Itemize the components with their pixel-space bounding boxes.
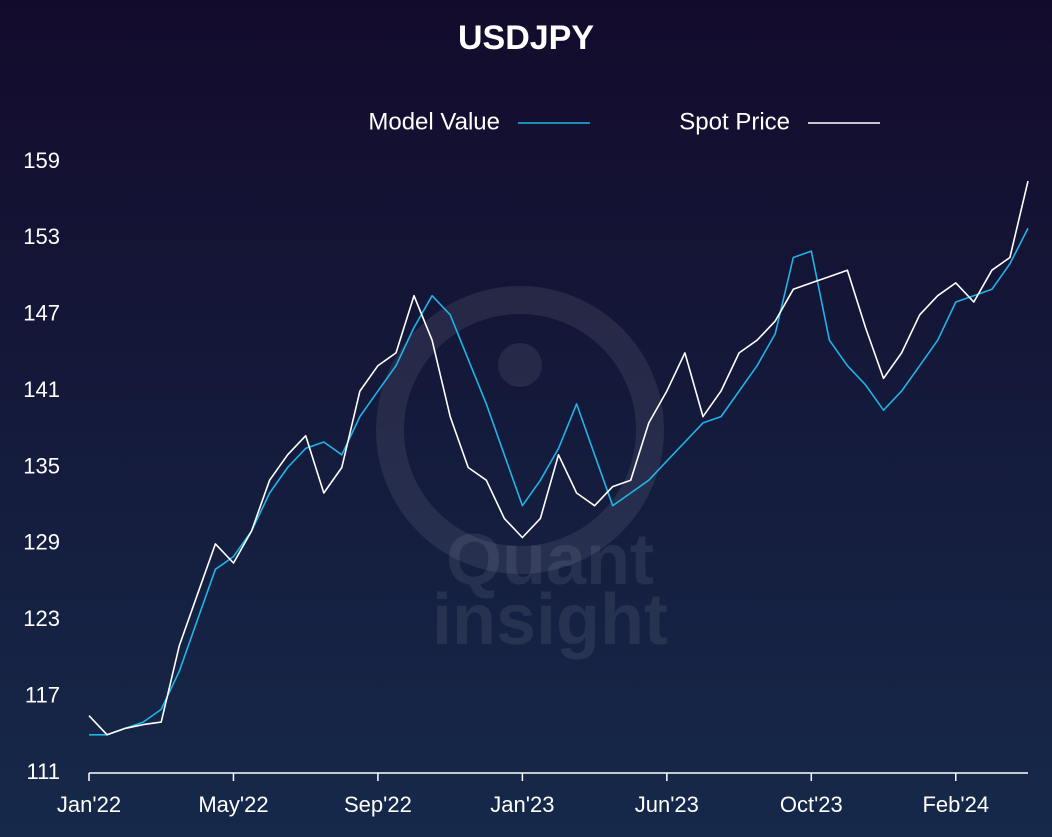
chart-title: USDJPY (458, 19, 594, 57)
watermark: insight (432, 580, 668, 660)
watermark-ring (376, 286, 664, 574)
y-tick-label: 141 (23, 377, 60, 402)
y-tick-label: 129 (23, 530, 60, 555)
watermark: Quant (446, 520, 654, 600)
watermark-dot (498, 343, 542, 387)
x-tick-label: Sep'22 (344, 792, 412, 817)
legend-label: Spot Price (679, 108, 790, 135)
x-tick-label: May'22 (198, 792, 268, 817)
x-tick-label: Oct'23 (780, 792, 843, 817)
y-tick-label: 147 (23, 301, 60, 326)
line-series (88, 180, 1029, 736)
legend-label: Model Value (368, 108, 500, 135)
x-tick-label: Jan'23 (490, 792, 554, 817)
y-tick-label: 159 (23, 148, 60, 173)
y-tick-label: 135 (23, 453, 60, 478)
x-tick-label: Feb'24 (922, 792, 989, 817)
y-tick-label: 123 (23, 606, 60, 631)
y-tick-label: 111 (27, 759, 60, 784)
y-tick-label: 153 (23, 224, 60, 249)
y-tick-label: 117 (25, 682, 60, 707)
line-series (89, 227, 1029, 736)
x-tick-label: Jan'22 (57, 792, 121, 817)
x-tick-label: Jun'23 (635, 792, 699, 817)
